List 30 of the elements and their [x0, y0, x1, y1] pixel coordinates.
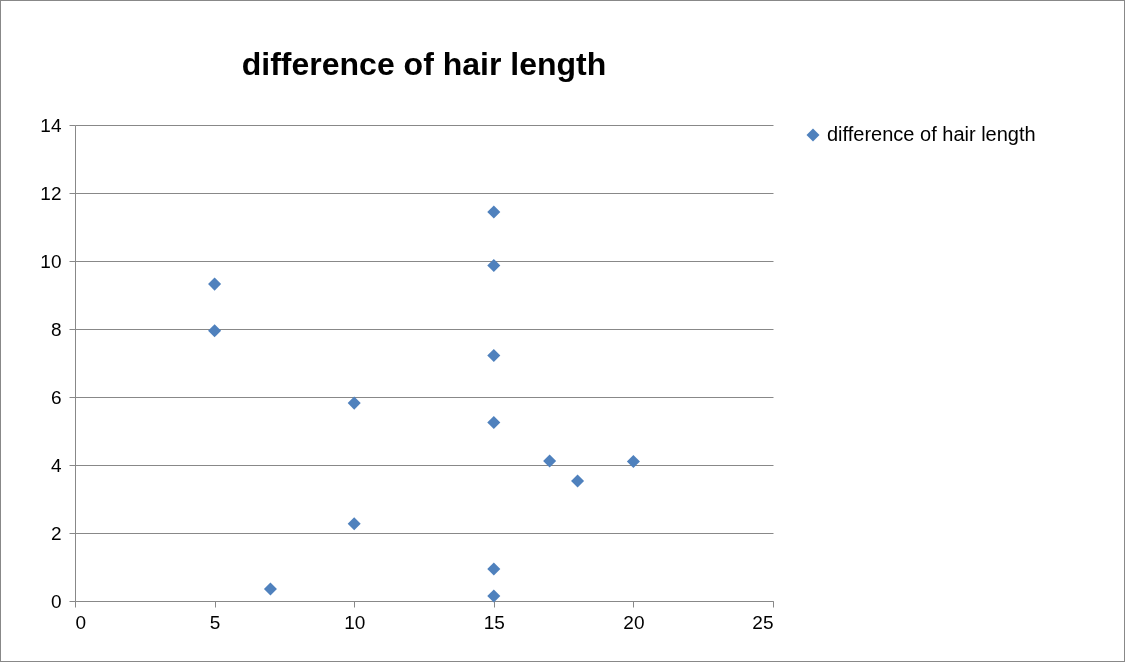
y-tick-label: 14	[40, 114, 62, 136]
x-tick-label: 10	[344, 611, 366, 633]
point	[263, 582, 277, 596]
y-tick-label: 10	[40, 250, 62, 272]
point	[347, 396, 361, 410]
y-tick-label: 2	[50, 522, 62, 544]
y-tick-label: 6	[50, 386, 62, 408]
y-tick-label: 0	[50, 590, 62, 612]
point	[487, 589, 501, 603]
point	[543, 454, 557, 468]
point	[571, 474, 585, 488]
point	[347, 517, 361, 531]
point	[626, 455, 640, 469]
point	[208, 324, 222, 338]
chart-title: difference of hair length	[241, 46, 607, 82]
legend-label: difference of hair length	[827, 123, 1036, 145]
y-tick-label: 8	[50, 318, 62, 340]
point	[487, 415, 501, 430]
x-tick-label: 15	[483, 611, 505, 633]
x-tick-label: 5	[209, 611, 221, 633]
point	[487, 562, 501, 576]
x-tick-label: 0	[75, 611, 87, 633]
point	[208, 277, 222, 291]
x-tick-label: 25	[752, 611, 774, 633]
point	[487, 205, 501, 219]
y-tick-label: 4	[50, 454, 62, 476]
x-tick-label: 20	[623, 611, 645, 633]
point	[487, 258, 501, 272]
point	[487, 349, 501, 363]
y-tick-label: 12	[40, 182, 62, 204]
